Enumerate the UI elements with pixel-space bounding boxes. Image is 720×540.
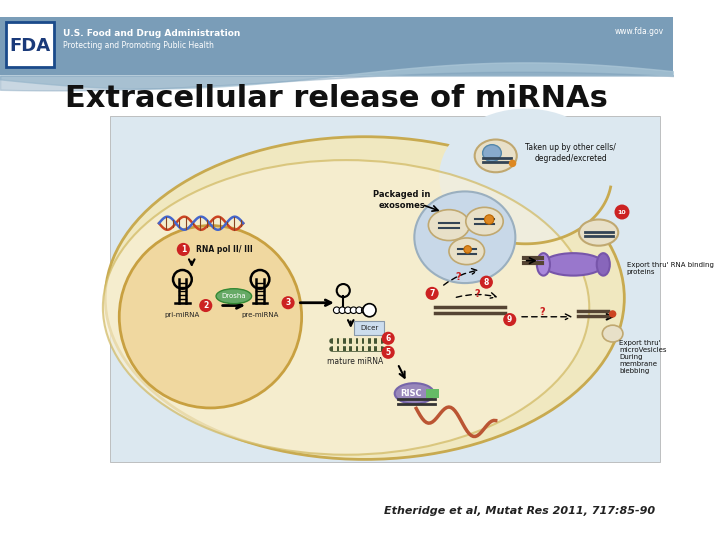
Bar [339, 338, 343, 352]
Ellipse shape [395, 383, 434, 404]
Circle shape [382, 332, 395, 345]
Bar [352, 338, 356, 352]
Bar [364, 338, 368, 352]
Text: RISC: RISC [401, 389, 423, 398]
Bar [371, 338, 374, 352]
Ellipse shape [428, 210, 469, 240]
Text: ?: ? [456, 273, 461, 282]
Circle shape [339, 307, 346, 314]
Bar [346, 338, 349, 352]
Text: Drosha: Drosha [222, 293, 246, 299]
Text: Export thru'
microVesicles
During
membrane
blebbing: Export thru' microVesicles During membra… [619, 340, 667, 374]
Text: www.fda.gov: www.fda.gov [615, 27, 664, 36]
Ellipse shape [579, 219, 618, 246]
Circle shape [485, 215, 494, 224]
Text: 5: 5 [386, 348, 391, 357]
Text: pri-miRNA: pri-miRNA [165, 312, 200, 318]
Text: U.S. Food and Drug Administration: U.S. Food and Drug Administration [63, 29, 240, 38]
Circle shape [426, 287, 438, 300]
Ellipse shape [474, 139, 517, 172]
Ellipse shape [105, 137, 624, 460]
Text: RNA pol II/ III: RNA pol II/ III [197, 245, 253, 254]
Text: Packaged in
exosomes: Packaged in exosomes [374, 190, 431, 210]
Text: Protecting and Promoting Public Health: Protecting and Promoting Public Health [63, 41, 214, 50]
Circle shape [177, 243, 190, 256]
Circle shape [363, 303, 376, 317]
Circle shape [614, 205, 629, 219]
Ellipse shape [414, 192, 516, 283]
Text: mature miRNA: mature miRNA [328, 357, 384, 366]
FancyBboxPatch shape [6, 22, 54, 67]
Text: Etheridge et al, Mutat Res 2011, 717:85-90: Etheridge et al, Mutat Res 2011, 717:85-… [384, 507, 654, 516]
Circle shape [333, 307, 340, 314]
Text: 8: 8 [484, 278, 489, 287]
Circle shape [361, 307, 368, 314]
Text: FDA: FDA [9, 37, 50, 56]
Circle shape [480, 275, 493, 289]
Ellipse shape [449, 238, 485, 265]
Circle shape [345, 307, 351, 314]
Ellipse shape [537, 253, 550, 275]
FancyBboxPatch shape [354, 321, 384, 335]
Circle shape [356, 307, 362, 314]
Circle shape [609, 310, 616, 318]
Text: 3: 3 [285, 298, 291, 307]
Bar [0, 17, 673, 76]
Circle shape [199, 299, 212, 312]
Circle shape [509, 160, 516, 167]
Text: ?: ? [474, 289, 480, 299]
Text: 6: 6 [385, 334, 391, 343]
Text: Dicer: Dicer [360, 325, 379, 331]
Bar [426, 389, 438, 398]
Bar [333, 338, 337, 352]
Text: pre-miRNA: pre-miRNA [241, 312, 279, 318]
Circle shape [464, 246, 472, 253]
Text: 7: 7 [429, 289, 435, 298]
Ellipse shape [120, 226, 302, 408]
Circle shape [282, 296, 294, 309]
Circle shape [350, 307, 357, 314]
Bar [358, 338, 362, 352]
Ellipse shape [103, 160, 589, 455]
Text: ?: ? [540, 307, 545, 317]
Circle shape [382, 346, 395, 359]
Ellipse shape [603, 325, 623, 342]
Bar [110, 116, 660, 462]
Text: Taken up by other cells/
degraded/excreted: Taken up by other cells/ degraded/excret… [525, 144, 616, 163]
Text: 10: 10 [618, 210, 626, 214]
Ellipse shape [439, 109, 612, 244]
Ellipse shape [597, 253, 610, 275]
Ellipse shape [543, 253, 604, 275]
Text: 9: 9 [507, 315, 513, 324]
Text: 2: 2 [203, 301, 208, 310]
Ellipse shape [482, 145, 501, 161]
Text: 1: 1 [181, 245, 186, 254]
Text: Export thru' RNA binding
proteins: Export thru' RNA binding proteins [626, 261, 714, 275]
Circle shape [503, 313, 516, 326]
Ellipse shape [466, 207, 503, 235]
Ellipse shape [216, 289, 251, 303]
Bar [377, 338, 381, 352]
Text: Extracellular release of miRNAs: Extracellular release of miRNAs [66, 84, 608, 113]
